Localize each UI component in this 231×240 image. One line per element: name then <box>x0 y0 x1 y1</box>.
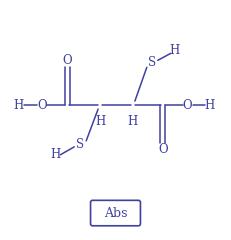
Text: H: H <box>50 148 61 161</box>
Text: S: S <box>148 56 156 69</box>
Text: H: H <box>95 115 105 128</box>
Text: O: O <box>38 99 47 112</box>
Text: O: O <box>183 99 192 112</box>
Text: Abs: Abs <box>104 207 127 220</box>
Text: H: H <box>128 115 138 128</box>
Text: O: O <box>158 143 167 156</box>
FancyBboxPatch shape <box>91 200 140 226</box>
Text: H: H <box>13 99 24 112</box>
Text: O: O <box>62 54 72 67</box>
Text: S: S <box>76 138 84 151</box>
Text: H: H <box>204 99 215 112</box>
Text: H: H <box>170 44 180 57</box>
